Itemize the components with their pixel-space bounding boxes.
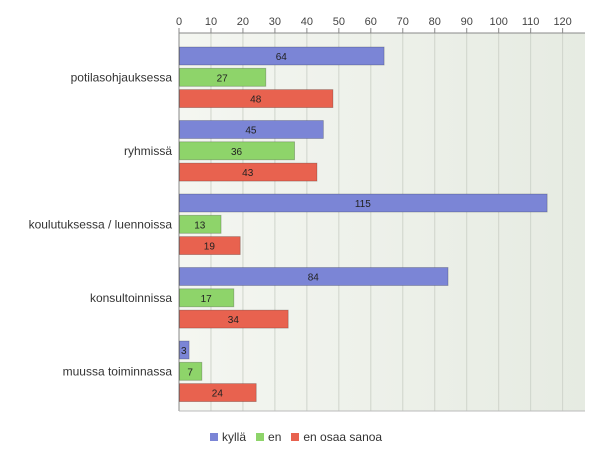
- bar-konsultoinnissa-en-osaa-sanoa: [179, 309, 289, 329]
- bar-muussa-toiminnassa-kylla: [179, 340, 190, 360]
- category-label-muussa-toiminnassa: muussa toiminnassa: [63, 364, 173, 378]
- data-label-ryhmissa-en: 36: [231, 147, 243, 158]
- category-label-koulutuksessa-luennoissa: koulutuksessa / luennoissa: [29, 217, 173, 231]
- tick-label-x-70: 70: [397, 16, 409, 28]
- tick-label-x-0: 0: [176, 16, 182, 28]
- legend-label-en-osaa-sanoa: en osaa sanoa: [303, 430, 383, 444]
- legend-item-en-osaa-sanoa: en osaa sanoa: [291, 430, 382, 444]
- tick-label-x-40: 40: [301, 16, 313, 28]
- data-label-konsultoinnissa-en-osaa-sanoa: 34: [228, 315, 240, 326]
- bar-potilasohjauksessa-en: [179, 67, 267, 87]
- bar-ryhmissa-en: [179, 141, 295, 161]
- legend-swatch-en-osaa-sanoa: [291, 433, 300, 441]
- legend-swatch-kylla: [210, 433, 218, 441]
- bar-konsultoinnissa-kylla: [179, 267, 449, 286]
- data-label-konsultoinnissa-en: 17: [201, 294, 213, 305]
- data-label-ryhmissa-en-osaa-sanoa: 43: [242, 168, 254, 179]
- tick-label-x-80: 80: [429, 16, 441, 28]
- tick-label-x-60: 60: [365, 16, 377, 28]
- bar-ryhmissa-kylla: [179, 120, 324, 139]
- chart-legend: kyllä en en osaa sanoa: [210, 430, 382, 444]
- data-label-potilasohjauksessa-en: 27: [217, 73, 229, 84]
- tick-label-x-30: 30: [269, 16, 281, 28]
- tick-label-x-90: 90: [461, 16, 473, 28]
- bar-potilasohjauksessa-en-osaa-sanoa: [179, 89, 334, 108]
- legend-label-kylla: kyllä: [222, 430, 247, 444]
- category-label-konsultoinnissa: konsultoinnissa: [90, 291, 172, 305]
- bar-konsultoinnissa-en: [179, 288, 235, 308]
- legend-label-en: en: [268, 430, 282, 444]
- bar-muussa-toiminnassa-en-osaa-sanoa: [179, 383, 257, 403]
- tick-label-x-20: 20: [237, 16, 249, 28]
- data-label-muussa-toiminnassa-en-osaa-sanoa: 24: [212, 389, 224, 400]
- data-label-muussa-toiminnassa-kylla: 3: [181, 346, 187, 357]
- bar-potilasohjauksessa-kylla: [179, 46, 385, 66]
- bar-koulutuksessa-luennoissa-en: [179, 214, 222, 234]
- data-label-koulutuksessa-luennoissa-kylla: 115: [355, 199, 371, 210]
- data-label-ryhmissa-kylla: 45: [245, 126, 257, 137]
- bar-koulutuksessa-luennoissa-kylla: [179, 193, 548, 213]
- data-label-muussa-toiminnassa-en: 7: [187, 367, 193, 378]
- legend-item-kylla: kyllä: [210, 430, 246, 444]
- tick-label-x-100: 100: [490, 16, 508, 28]
- bar-ryhmissa-en-osaa-sanoa: [179, 162, 318, 182]
- data-label-potilasohjauksessa-kylla: 64: [276, 52, 288, 63]
- bar-koulutuksessa-luennoissa-en-osaa-sanoa: [179, 236, 241, 256]
- tick-label-x-120: 120: [553, 16, 571, 28]
- category-label-potilasohjauksessa: potilasohjauksessa: [71, 70, 173, 84]
- tick-label-x-10: 10: [205, 16, 217, 28]
- legend-swatch-en: [256, 433, 265, 441]
- data-label-potilasohjauksessa-en-osaa-sanoa: 48: [250, 95, 262, 106]
- data-label-koulutuksessa-luennoissa-en-osaa-sanoa: 19: [204, 242, 216, 253]
- tick-label-x-50: 50: [333, 16, 345, 28]
- bar-muussa-toiminnassa-en: [179, 361, 203, 381]
- data-label-konsultoinnissa-kylla: 84: [308, 273, 320, 284]
- tick-label-x-110: 110: [522, 16, 540, 28]
- legend-item-en: en: [256, 430, 281, 444]
- category-label-ryhmissa: ryhmissä: [124, 144, 172, 158]
- data-label-koulutuksessa-luennoissa-en: 13: [194, 220, 206, 231]
